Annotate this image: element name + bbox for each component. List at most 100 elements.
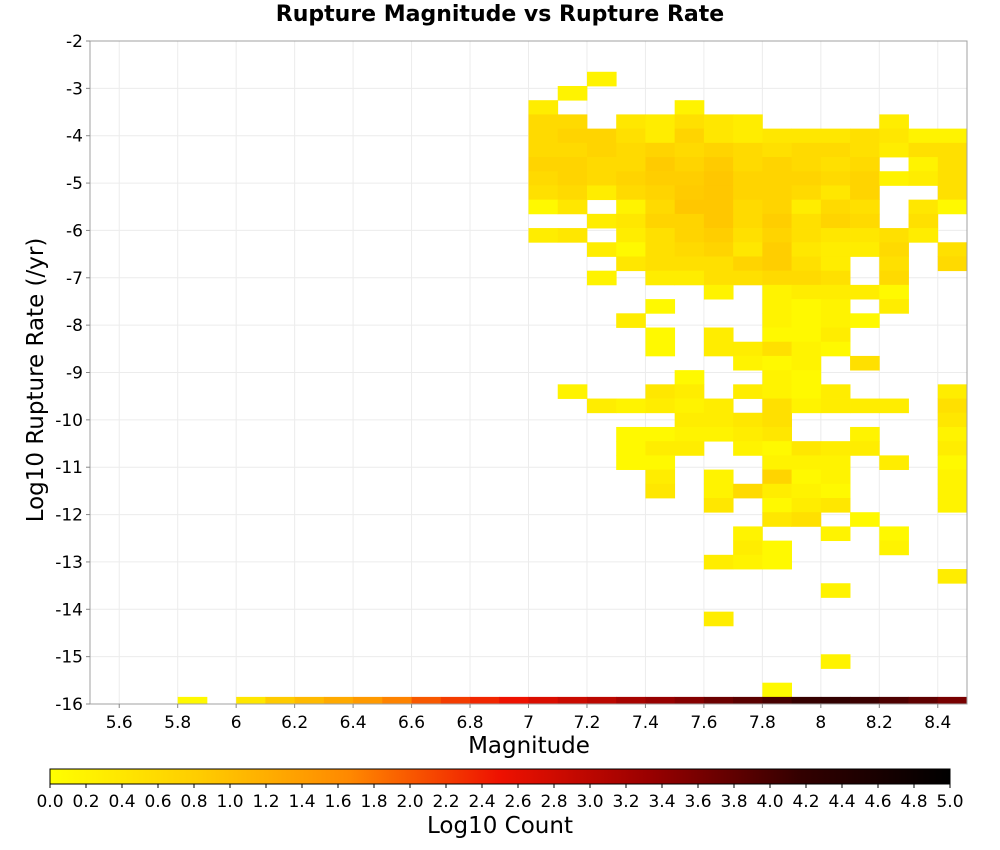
colorbar-tick-label: 3.6: [684, 792, 711, 812]
heatmap-cell: [645, 441, 676, 456]
colorbar-tick-label: 2.2: [432, 792, 459, 812]
colorbar-tick-label: 0.2: [72, 792, 99, 812]
heatmap-cell: [879, 270, 909, 286]
heatmap-cell-bottom-row: [908, 696, 939, 704]
heatmap-cell: [616, 199, 646, 215]
heatmap-cell: [557, 114, 588, 130]
heatmap-cell: [762, 554, 792, 570]
heatmap-cell: [762, 426, 792, 442]
heatmap-cell: [703, 270, 734, 286]
heatmap-cell: [762, 284, 792, 300]
heatmap-cell: [937, 384, 968, 399]
x-axis-ticks: 5.6 5.8 6 6.2 6.4 6.6 6.8 7 7.2 7.4 7.6 7.8 8 8.2 8.4: [106, 704, 951, 733]
heatmap-cell: [820, 185, 851, 201]
heatmap-cell: [820, 284, 851, 300]
heatmap-cell-bottom-row: [937, 696, 968, 704]
heatmap-cell: [528, 199, 559, 215]
heatmap-cell: [820, 199, 851, 215]
heatmap-cell: [616, 441, 646, 456]
heatmap-cell: [850, 128, 880, 144]
heatmap-cell: [762, 512, 792, 527]
heatmap-cell: [557, 171, 588, 186]
heatmap-cell: [674, 171, 705, 186]
heatmap-cell: [645, 256, 676, 272]
heatmap-cell: [879, 299, 909, 314]
heatmap-cell: [820, 313, 851, 328]
colorbar-ticks: 0.0 0.2 0.4 0.6 0.8 1.0 1.2 1.4 1.6 1.8 2.0 2.2 2.4 2…: [36, 784, 964, 812]
heatmap-cell: [762, 256, 792, 272]
y-tick-label: -8: [66, 316, 83, 336]
heatmap-cell: [850, 313, 880, 328]
heatmap-cell: [937, 497, 968, 513]
heatmap-cell: [645, 142, 676, 158]
heatmap-cell: [557, 199, 588, 215]
heatmap-cell: [791, 185, 822, 201]
heatmap-cell: [791, 497, 822, 513]
heatmap-cell: [791, 171, 822, 186]
heatmap-cell: [586, 213, 617, 229]
heatmap-cell: [879, 455, 909, 470]
heatmap-cell: [850, 441, 880, 456]
heatmap-cell: [616, 142, 646, 158]
heatmap-cell: [850, 355, 880, 371]
x-tick-label: 5.6: [106, 713, 133, 733]
heatmap-cell: [820, 327, 851, 343]
heatmap-cell: [908, 171, 939, 186]
heatmap-cell: [791, 270, 822, 286]
y-tick-label: -12: [55, 506, 83, 526]
x-tick-label: 6: [231, 713, 242, 733]
y-tick-label: -10: [55, 411, 83, 431]
heatmap-cell: [703, 554, 734, 570]
heatmap-cell-bottom-row: [850, 696, 880, 704]
heatmap-cell: [674, 370, 705, 385]
heatmap-cell: [762, 355, 792, 371]
heatmap-cell: [879, 284, 909, 300]
colorbar-tick-label: 5.0: [936, 792, 963, 812]
heatmap-cell: [762, 142, 792, 158]
heatmap-cell: [703, 341, 734, 357]
heatmap-cell: [820, 469, 851, 485]
heatmap-cell: [703, 284, 734, 300]
heatmap-cell: [820, 654, 851, 669]
chart-title: Rupture Magnitude vs Rupture Rate: [275, 2, 725, 27]
y-tick-label: -15: [55, 648, 83, 668]
heatmap-cell: [850, 398, 880, 414]
heatmap-cell-bottom-row: [645, 696, 676, 704]
heatmap-cell: [937, 469, 968, 485]
colorbar-tick-label: 0.8: [180, 792, 207, 812]
heatmap-cell: [733, 412, 763, 428]
heatmap-cell: [586, 128, 617, 144]
heatmap-cell: [645, 341, 676, 357]
heatmap-cell: [762, 455, 792, 470]
heatmap-cell: [937, 171, 968, 186]
colorbar-tick-label: 4.2: [792, 792, 819, 812]
heatmap-cell: [850, 426, 880, 442]
heatmap-cell: [908, 213, 939, 229]
heatmap-cell-bottom-row: [703, 696, 734, 704]
heatmap-cell: [528, 185, 559, 201]
x-tick-label: 8.4: [924, 713, 951, 733]
heatmap-cell: [879, 242, 909, 257]
heatmap-cell: [733, 540, 763, 556]
x-tick-label: 8.2: [866, 713, 893, 733]
heatmap-cell: [850, 512, 880, 527]
y-tick-label: -9: [66, 364, 83, 384]
heatmap-cell: [557, 142, 588, 158]
heatmap-cell-bottom-row: [265, 696, 296, 704]
heatmap-cell: [850, 242, 880, 257]
heatmap-cell: [645, 228, 676, 243]
heatmap-cell: [879, 228, 909, 243]
heatmap-cell: [645, 128, 676, 144]
heatmap-cell: [703, 497, 734, 513]
heatmap-cell: [733, 256, 763, 272]
heatmap-cell: [733, 441, 763, 456]
y-tick-label: -7: [66, 269, 83, 289]
colorbar-tick-label: 1.6: [324, 792, 351, 812]
heatmap-cell: [733, 242, 763, 257]
heatmap-cell: [733, 384, 763, 399]
heatmap-cell: [762, 199, 792, 215]
colorbar-tick-label: 2.4: [468, 792, 495, 812]
heatmap-cell-bottom-row: [528, 696, 559, 704]
heatmap-cell: [791, 199, 822, 215]
colorbar-tick-label: 4.0: [756, 792, 783, 812]
